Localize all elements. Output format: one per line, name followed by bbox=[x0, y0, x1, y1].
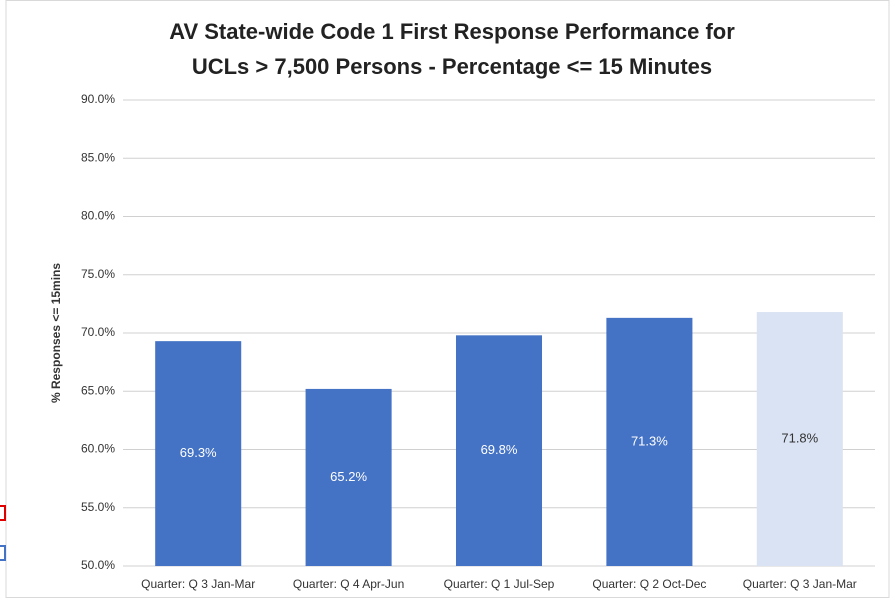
y-tick-label: 60.0% bbox=[81, 442, 115, 456]
bar bbox=[305, 388, 392, 566]
data-label: 69.3% bbox=[180, 445, 217, 460]
y-tick-label: 65.0% bbox=[81, 383, 115, 397]
y-axis-label: % Responses <= 15mins bbox=[49, 263, 63, 403]
y-tick-label: 80.0% bbox=[81, 209, 115, 223]
x-tick-label: Quarter: Q 3 Jan-Mar bbox=[743, 577, 857, 591]
x-tick-label: Quarter: Q 1 Jul-Sep bbox=[444, 577, 555, 591]
y-tick-label: 50.0% bbox=[81, 558, 115, 572]
bar bbox=[155, 341, 242, 566]
y-tick-label: 85.0% bbox=[81, 150, 115, 164]
y-tick-label: 55.0% bbox=[81, 500, 115, 514]
x-tick-label: Quarter: Q 3 Jan-Mar bbox=[141, 577, 255, 591]
data-label: 69.8% bbox=[481, 442, 518, 457]
bar bbox=[455, 335, 543, 566]
legend-swatch-edge bbox=[0, 545, 6, 561]
x-tick-label: Quarter: Q 2 Oct-Dec bbox=[592, 577, 706, 591]
data-label: 71.3% bbox=[631, 433, 668, 448]
chart-title: AV State-wide Code 1 First Response Perf… bbox=[169, 19, 735, 44]
bar bbox=[756, 312, 843, 566]
data-label: 65.2% bbox=[330, 469, 367, 484]
chart-title: UCLs > 7,500 Persons - Percentage <= 15 … bbox=[192, 54, 712, 79]
data-label: 71.8% bbox=[781, 430, 818, 445]
y-tick-label: 90.0% bbox=[81, 92, 115, 106]
bar bbox=[606, 317, 693, 566]
x-tick-label: Quarter: Q 4 Apr-Jun bbox=[293, 577, 404, 591]
y-tick-label: 75.0% bbox=[81, 267, 115, 281]
y-tick-label: 70.0% bbox=[81, 325, 115, 339]
legend-swatch-edge bbox=[0, 505, 6, 521]
